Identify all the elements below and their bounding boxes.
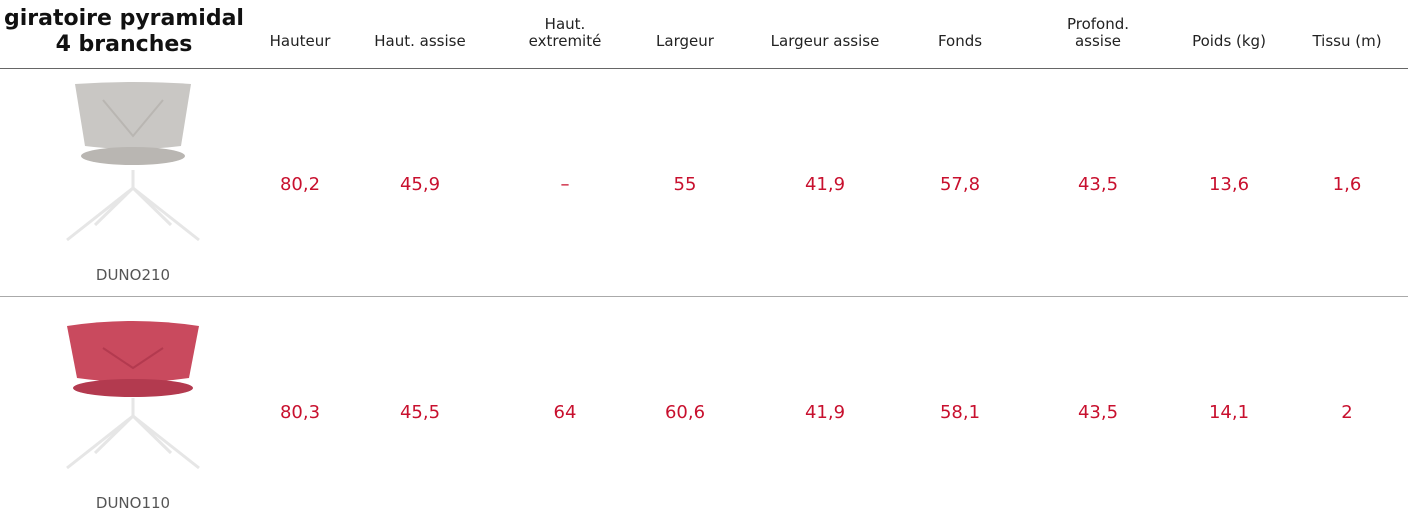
- cell-value: 14,1: [1169, 401, 1289, 425]
- cell-value: 55: [625, 173, 745, 197]
- column-header: Profond. assise: [1023, 16, 1173, 50]
- cell-value: –: [505, 173, 625, 197]
- cell-value: 45,9: [360, 173, 480, 197]
- cell-value: 80,2: [240, 173, 360, 197]
- column-header: Haut. assise: [345, 33, 495, 50]
- cell-value: 64: [505, 401, 625, 425]
- row-rule: [0, 296, 1408, 297]
- cell-value: 58,1: [900, 401, 1020, 425]
- table-title: giratoire pyramidal 4 branches: [4, 6, 244, 58]
- cell-value: 13,6: [1169, 173, 1289, 197]
- cell-value: 80,3: [240, 401, 360, 425]
- spec-table: giratoire pyramidal 4 branches HauteurHa…: [0, 0, 1408, 518]
- chair-image: [53, 80, 213, 260]
- cell-value: 43,5: [1038, 173, 1158, 197]
- column-header: Largeur: [610, 33, 760, 50]
- cell-value: 2: [1287, 401, 1407, 425]
- model-label: DUNO210: [33, 265, 233, 285]
- column-header: Largeur assise: [750, 33, 900, 50]
- column-header: Tissu (m): [1272, 33, 1408, 50]
- cell-value: 43,5: [1038, 401, 1158, 425]
- cell-value: 45,5: [360, 401, 480, 425]
- cell-value: 41,9: [765, 173, 885, 197]
- header-rule: [0, 68, 1408, 69]
- chair-image: [53, 308, 213, 488]
- cell-value: 41,9: [765, 401, 885, 425]
- model-label: DUNO110: [33, 493, 233, 513]
- cell-value: 57,8: [900, 173, 1020, 197]
- cell-value: 1,6: [1287, 173, 1407, 197]
- column-header: Fonds: [885, 33, 1035, 50]
- cell-value: 60,6: [625, 401, 745, 425]
